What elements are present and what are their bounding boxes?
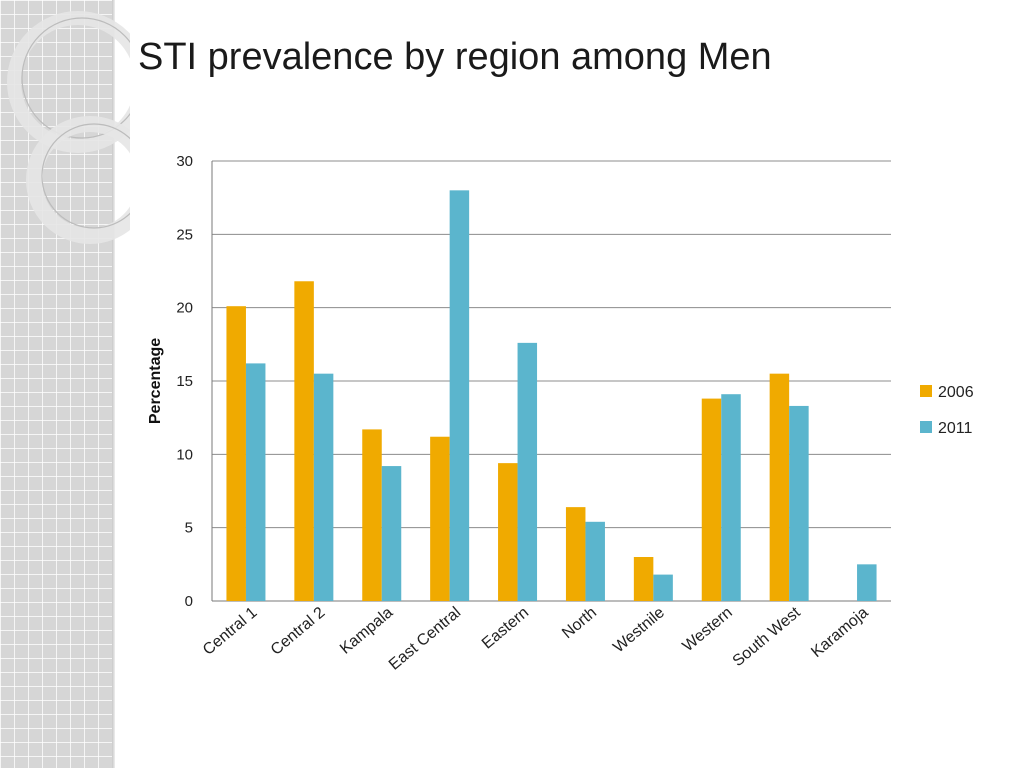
bar-2006-western xyxy=(701,398,722,601)
bar-2011-east-central xyxy=(449,190,470,602)
x-category-label: South West xyxy=(730,604,804,670)
bar-2006-westnile xyxy=(633,557,654,601)
y-tick-label: 25 xyxy=(176,226,193,243)
x-category-label: North xyxy=(559,604,600,642)
y-tick-label: 10 xyxy=(176,446,193,463)
bar-2011-south-west xyxy=(789,405,809,601)
bar-2011-karamoja xyxy=(857,564,877,601)
x-category-label: Eastern xyxy=(479,604,532,652)
legend-swatch-2006 xyxy=(920,385,932,397)
x-category-label: Western xyxy=(679,604,735,655)
bar-2006-north xyxy=(565,507,586,601)
decorative-rings xyxy=(7,11,130,244)
legend-swatch-2011 xyxy=(920,421,932,433)
side-panel-edge xyxy=(112,0,115,768)
y-tick-label: 15 xyxy=(176,373,193,390)
bar-2006-kampala xyxy=(362,429,382,601)
x-category-label: Kampala xyxy=(337,604,396,658)
bar-2011-north xyxy=(585,521,605,601)
y-axis-title: Percentage xyxy=(147,338,164,424)
bar-2011-central-1 xyxy=(245,363,266,601)
x-category-label: Central 2 xyxy=(268,604,329,659)
bar-2006-south-west xyxy=(769,373,790,601)
bar-2006-central-2 xyxy=(294,281,314,601)
bar-2011-central-2 xyxy=(313,373,334,601)
bar-2011-westnile xyxy=(653,574,673,601)
y-tick-label: 5 xyxy=(185,520,193,537)
bars xyxy=(226,190,877,602)
bar-2011-western xyxy=(721,394,741,601)
y-axis-ticks: 0 5 10 15 20 25 30 xyxy=(176,153,193,610)
bar-2006-east-central xyxy=(430,436,450,601)
bar-2011-kampala xyxy=(381,466,402,601)
bar-2011-eastern xyxy=(517,342,538,601)
legend: 2006 2011 xyxy=(920,384,974,437)
x-category-label: East Central xyxy=(386,604,464,674)
x-category-label: Westnile xyxy=(610,604,668,656)
y-tick-label: 20 xyxy=(176,300,193,317)
bar-2006-central-1 xyxy=(226,306,246,601)
y-tick-label: 30 xyxy=(176,153,193,170)
legend-label-2006: 2006 xyxy=(938,384,974,401)
bar-2006-eastern xyxy=(498,463,518,601)
x-category-label: Central 1 xyxy=(200,604,261,659)
y-tick-label: 0 xyxy=(185,593,193,610)
legend-label-2011: 2011 xyxy=(938,420,973,437)
slide-title: STI prevalence by region among Men xyxy=(138,36,772,78)
x-category-label: Karamoja xyxy=(808,604,871,661)
